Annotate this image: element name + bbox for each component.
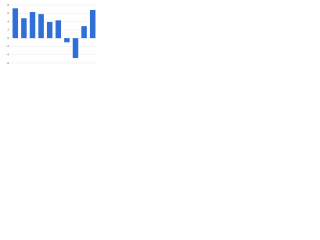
bar <box>89 9 96 39</box>
y-tick-label: -2 <box>6 44 9 48</box>
y-tick-label: 0 <box>7 36 9 40</box>
bar <box>72 38 79 59</box>
bar <box>21 18 27 39</box>
bar <box>38 14 44 39</box>
chart: -6 -4 -2 0 2 4 6 8 <box>6 3 97 65</box>
y-tick-label: 8 <box>7 3 9 7</box>
bar <box>64 38 70 43</box>
bar <box>29 12 36 39</box>
bar <box>12 8 19 39</box>
y-tick-label: 2 <box>7 28 9 32</box>
y-tick-label: 6 <box>7 11 9 15</box>
bar <box>55 20 62 39</box>
y-tick-label: 4 <box>7 19 9 23</box>
bar <box>46 21 53 39</box>
bar <box>81 26 87 39</box>
y-tick-label: -4 <box>6 53 9 57</box>
y-tick-label: -6 <box>6 61 9 65</box>
